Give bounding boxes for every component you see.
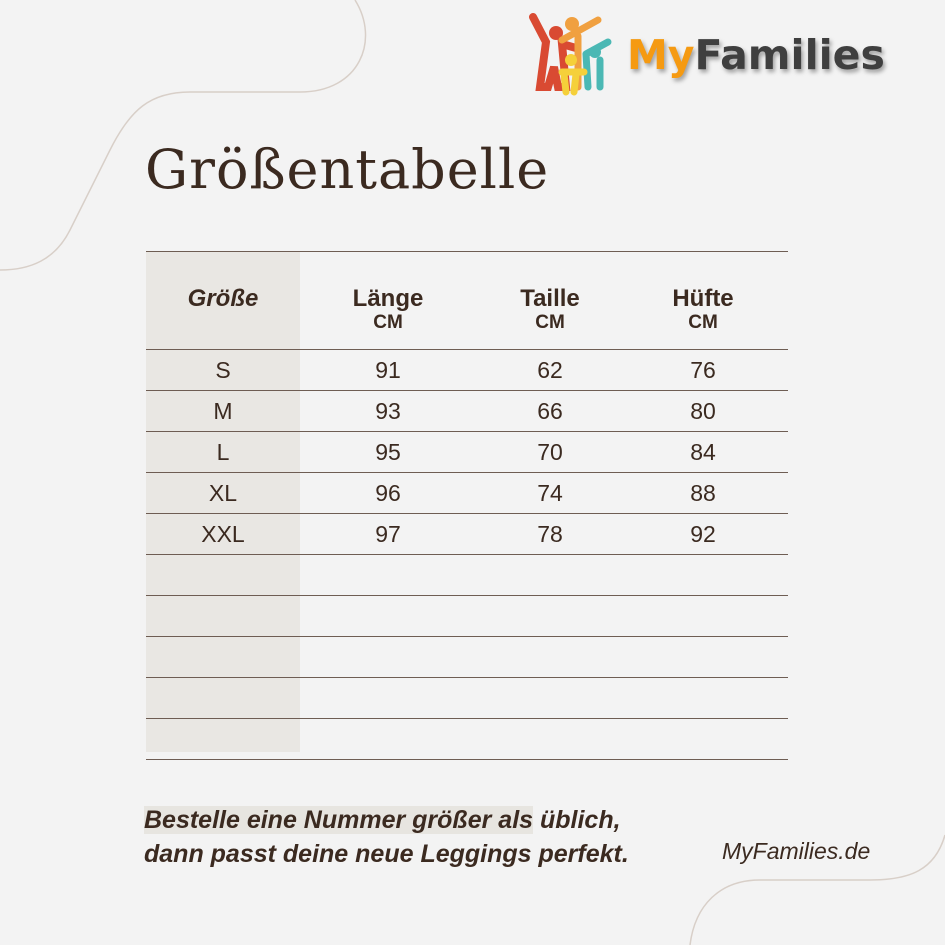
website-label: MyFamilies.de <box>722 838 871 864</box>
table-row: S 91 62 76 <box>146 349 788 390</box>
header-length: Länge CM <box>352 285 424 334</box>
table-cell: 97 <box>375 520 401 547</box>
table-cell: 74 <box>537 479 563 506</box>
header-hip: Hüfte CM <box>672 285 734 334</box>
table-cell: XL <box>208 479 238 506</box>
table-row: XXL 97 78 92 <box>146 513 788 554</box>
table-cell: 84 <box>690 438 716 465</box>
table-row: M 93 66 80 <box>146 390 788 431</box>
header-size: Größe <box>187 285 259 312</box>
size-table: Größe Länge CM Taille CM Hüfte CM S 91 62 76 M 9… <box>146 251 788 760</box>
table-row <box>146 677 788 718</box>
table-cell: 91 <box>375 356 401 383</box>
table-cell: XXL <box>201 520 245 547</box>
family-logo-icon <box>529 13 612 96</box>
logo: MyFamilies <box>528 12 885 97</box>
table-row <box>146 595 788 636</box>
table-row: L 95 70 84 <box>146 431 788 472</box>
table-row <box>146 554 788 595</box>
table-cell: 93 <box>375 397 401 424</box>
table-cell: 96 <box>375 479 401 506</box>
table-cell: L <box>216 438 230 465</box>
table-cell: S <box>215 356 231 383</box>
table-cell: 62 <box>537 356 563 383</box>
table-cell: 66 <box>537 397 563 424</box>
table-cell: 88 <box>690 479 716 506</box>
table-cell: 70 <box>537 438 563 465</box>
table-cell: 78 <box>537 520 563 547</box>
table-cell: M <box>213 397 233 424</box>
table-row: XL 96 74 88 <box>146 472 788 513</box>
sizing-note: Bestelle eine Nummer größer als üblich, … <box>144 806 629 868</box>
table-header: Größe Länge CM Taille CM Hüfte CM <box>146 251 788 349</box>
table-cell: 76 <box>690 356 716 383</box>
header-waist: Taille CM <box>520 285 580 334</box>
page-title: Größentabelle <box>145 138 550 201</box>
note-highlight: Bestelle eine Nummer größer als <box>144 806 534 834</box>
table-row <box>146 636 788 677</box>
logo-text: MyFamilies <box>627 30 885 79</box>
size-column-background <box>146 251 300 752</box>
table-row <box>146 718 788 760</box>
table-cell: 92 <box>690 520 716 547</box>
table-cell: 95 <box>375 438 401 465</box>
table-cell: 80 <box>690 397 716 424</box>
